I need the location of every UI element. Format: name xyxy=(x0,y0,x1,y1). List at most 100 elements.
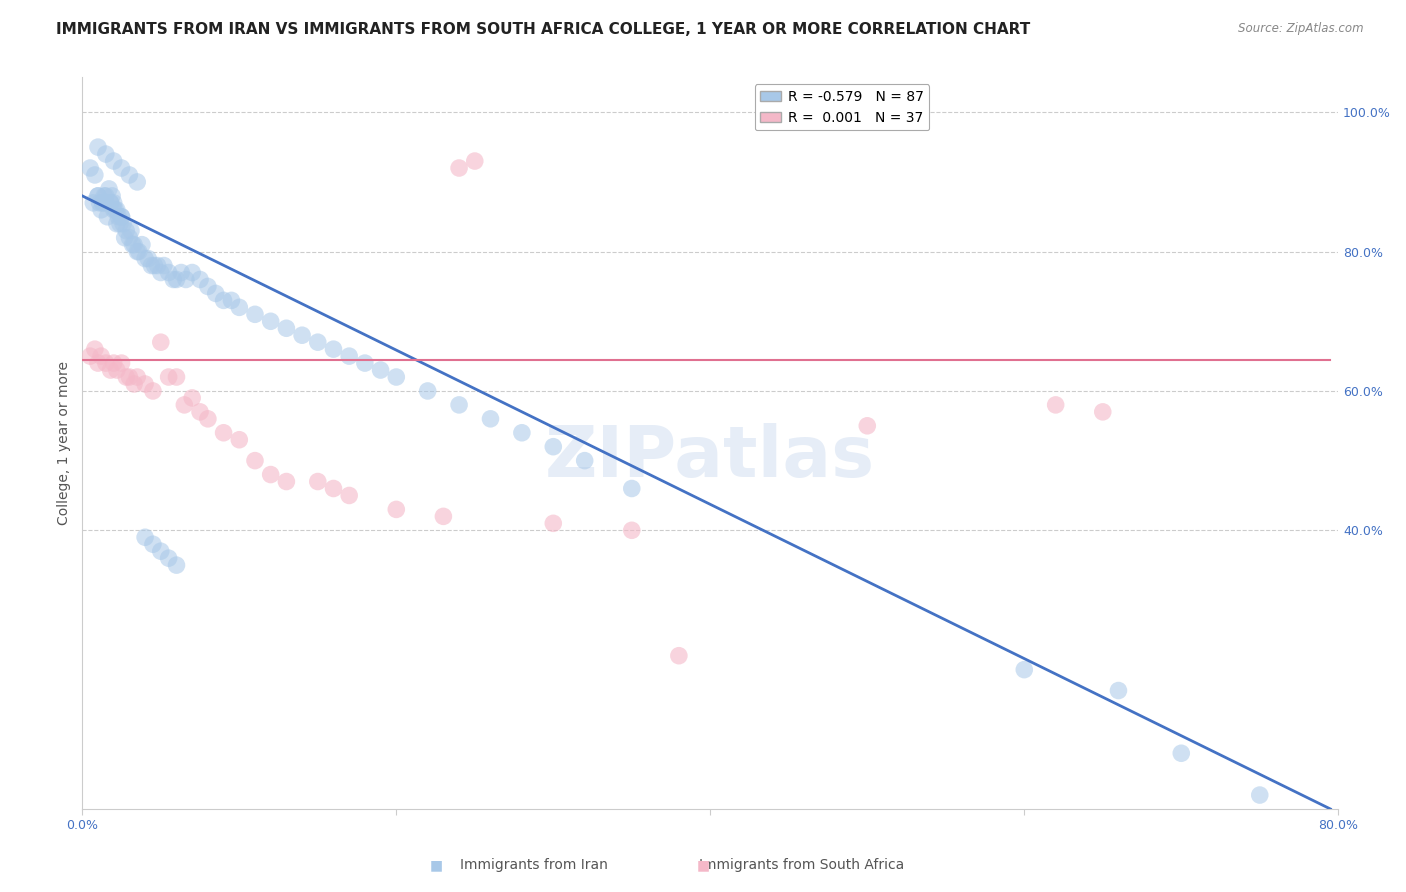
Point xyxy=(94,189,117,203)
Point xyxy=(337,488,360,502)
Point xyxy=(291,328,314,343)
Point xyxy=(146,259,169,273)
Point xyxy=(91,195,114,210)
Point xyxy=(110,210,132,224)
Point xyxy=(103,154,125,169)
Text: ■: ■ xyxy=(696,858,710,872)
Point xyxy=(87,189,110,203)
Point xyxy=(101,189,124,203)
Point xyxy=(110,161,132,175)
Point xyxy=(668,648,690,663)
Point xyxy=(181,266,204,280)
Point xyxy=(432,509,454,524)
Point xyxy=(98,182,121,196)
Point xyxy=(157,266,180,280)
Point xyxy=(105,363,128,377)
Point xyxy=(134,252,156,266)
Point xyxy=(83,342,105,356)
Point xyxy=(157,551,180,566)
Text: ■: ■ xyxy=(429,858,443,872)
Point xyxy=(115,224,138,238)
Point xyxy=(89,195,111,210)
Point xyxy=(100,363,122,377)
Point xyxy=(307,335,329,350)
Point xyxy=(112,217,135,231)
Point xyxy=(134,530,156,544)
Point xyxy=(93,189,115,203)
Point xyxy=(170,266,193,280)
Point xyxy=(322,482,344,496)
Point xyxy=(105,217,128,231)
Point xyxy=(142,537,165,551)
Point xyxy=(114,230,136,244)
Point xyxy=(188,272,211,286)
Point xyxy=(87,189,110,203)
Point xyxy=(127,244,149,259)
Point xyxy=(1249,788,1271,802)
Point xyxy=(385,502,408,516)
Point xyxy=(118,370,141,384)
Point xyxy=(127,370,149,384)
Point xyxy=(1012,663,1035,677)
Text: ZIPatlas: ZIPatlas xyxy=(546,424,876,492)
Point xyxy=(166,370,188,384)
Point xyxy=(1045,398,1067,412)
Point xyxy=(122,237,145,252)
Point xyxy=(243,453,266,467)
Point xyxy=(1091,405,1114,419)
Point xyxy=(416,384,439,398)
Point xyxy=(127,175,149,189)
Point xyxy=(228,433,250,447)
Text: Immigrants from South Africa: Immigrants from South Africa xyxy=(699,858,904,872)
Point xyxy=(212,293,235,308)
Point xyxy=(228,301,250,315)
Point xyxy=(90,202,112,217)
Point xyxy=(620,524,643,538)
Point xyxy=(83,168,105,182)
Point xyxy=(260,467,283,482)
Point xyxy=(197,412,219,426)
Point xyxy=(94,195,117,210)
Point xyxy=(91,195,114,210)
Point xyxy=(100,195,122,210)
Text: Immigrants from Iran: Immigrants from Iran xyxy=(460,858,609,872)
Legend: R = -0.579   N = 87, R =  0.001   N = 37: R = -0.579 N = 87, R = 0.001 N = 37 xyxy=(755,85,929,130)
Point xyxy=(543,440,565,454)
Point xyxy=(90,349,112,363)
Point xyxy=(141,259,163,273)
Point xyxy=(337,349,360,363)
Point xyxy=(122,376,145,391)
Point xyxy=(103,202,125,217)
Point xyxy=(157,370,180,384)
Point xyxy=(120,224,142,238)
Point xyxy=(79,349,101,363)
Point xyxy=(221,293,243,308)
Point xyxy=(166,272,188,286)
Point xyxy=(142,384,165,398)
Point xyxy=(103,356,125,370)
Point xyxy=(510,425,533,440)
Point xyxy=(1170,746,1192,760)
Point xyxy=(620,482,643,496)
Point xyxy=(149,266,172,280)
Text: IMMIGRANTS FROM IRAN VS IMMIGRANTS FROM SOUTH AFRICA COLLEGE, 1 YEAR OR MORE COR: IMMIGRANTS FROM IRAN VS IMMIGRANTS FROM … xyxy=(56,22,1031,37)
Y-axis label: College, 1 year or more: College, 1 year or more xyxy=(58,361,72,525)
Point xyxy=(574,453,596,467)
Point xyxy=(370,363,392,377)
Point xyxy=(181,391,204,405)
Point xyxy=(87,140,110,154)
Point xyxy=(1107,683,1129,698)
Point xyxy=(162,272,184,286)
Text: Source: ZipAtlas.com: Source: ZipAtlas.com xyxy=(1239,22,1364,36)
Point xyxy=(197,279,219,293)
Point xyxy=(243,307,266,321)
Point xyxy=(173,398,195,412)
Point xyxy=(449,161,471,175)
Point xyxy=(354,356,377,370)
Point xyxy=(174,272,197,286)
Point xyxy=(307,475,329,489)
Point xyxy=(260,314,283,328)
Point xyxy=(449,398,471,412)
Point xyxy=(136,252,159,266)
Point xyxy=(385,370,408,384)
